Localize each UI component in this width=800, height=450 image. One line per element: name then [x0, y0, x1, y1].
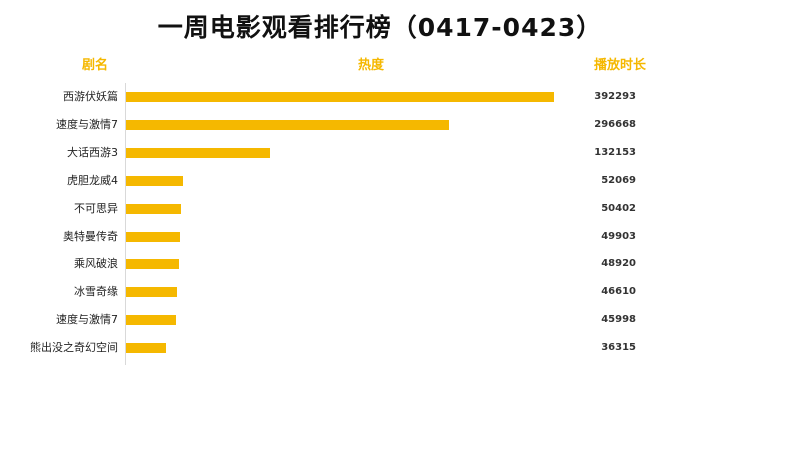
category-label: 虎胆龙威4	[67, 173, 118, 187]
duration-value: 36315	[601, 342, 636, 354]
duration-value: 46610	[601, 286, 636, 298]
category-label: 速度与激情7	[56, 313, 118, 327]
bar	[126, 92, 554, 102]
duration-value: 45998	[601, 314, 636, 326]
category-label: 乘风破浪	[74, 257, 118, 271]
bar	[126, 119, 450, 130]
duration-value: 296668	[594, 118, 636, 130]
category-label: 大话西游3	[67, 145, 118, 159]
category-label: 西游伏妖篇	[63, 90, 118, 103]
bar	[126, 259, 180, 270]
duration-value: 49903	[601, 230, 636, 242]
category-label: 不可思异	[74, 201, 118, 215]
column-header-name: 剧名	[82, 58, 109, 73]
category-label: 奥特曼传奇	[63, 229, 118, 243]
category-label: 速度与激情7	[56, 117, 118, 131]
bar	[126, 287, 177, 298]
bar	[126, 147, 271, 158]
duration-value: 52069	[601, 174, 636, 186]
category-label: 冰雪奇缘	[74, 285, 118, 299]
duration-value: 48920	[601, 258, 636, 270]
bar	[126, 203, 181, 214]
duration-value: 50402	[601, 202, 636, 214]
column-header-heat: 热度	[358, 58, 385, 73]
bar	[126, 175, 183, 186]
bar	[126, 343, 166, 354]
column-header-duration: 播放时长	[594, 58, 647, 73]
chart-title: 一周电影观看排行榜（0417-0423）	[157, 13, 603, 42]
category-label: 熊出没之奇幻空间	[30, 341, 118, 355]
bar	[126, 315, 177, 326]
duration-value: 392293	[594, 91, 636, 102]
bar	[126, 231, 181, 242]
category-axis-line	[125, 83, 126, 365]
duration-value: 132153	[594, 146, 636, 158]
